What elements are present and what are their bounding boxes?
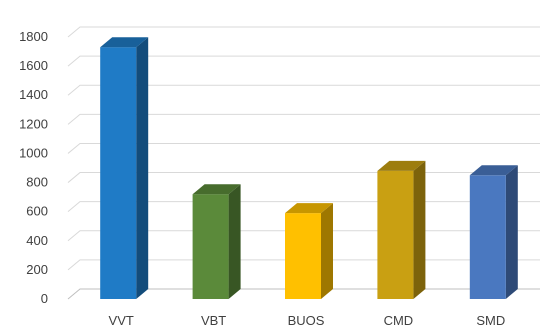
bar-smd xyxy=(469,165,518,299)
bar-front xyxy=(192,194,229,299)
x-tick-label: BUOS xyxy=(288,313,325,328)
bar-side xyxy=(228,184,241,299)
bar-side xyxy=(136,37,149,299)
x-tick-label: CMD xyxy=(384,313,414,328)
bar-top xyxy=(285,203,333,214)
bar-top xyxy=(377,160,426,171)
gridline xyxy=(67,113,540,125)
x-axis-labels: VVT VBT BUOS CMD SMD xyxy=(109,313,506,328)
y-axis-ticks: 0 200 400 600 800 1000 1200 1400 1600 1800 xyxy=(19,29,48,306)
bar-top xyxy=(469,165,518,176)
bar-side xyxy=(413,160,426,299)
bar-front xyxy=(469,175,506,299)
bar-cmd xyxy=(377,160,426,299)
y-tick-label: 1400 xyxy=(19,87,48,102)
x-tick-label: VBT xyxy=(201,313,226,328)
y-tick-label: 400 xyxy=(26,233,48,248)
bar-vbt xyxy=(192,184,241,299)
gridline xyxy=(67,55,540,67)
bars xyxy=(100,37,518,299)
y-tick-label: 200 xyxy=(26,262,48,277)
bar-side xyxy=(505,165,518,299)
y-tick-label: 1800 xyxy=(19,29,48,44)
bar-front xyxy=(285,213,321,299)
x-tick-label: VVT xyxy=(109,313,134,328)
x-tick-label: SMD xyxy=(476,313,505,328)
y-tick-label: 1600 xyxy=(19,58,48,73)
gridline xyxy=(67,26,540,38)
bar-top xyxy=(192,184,241,195)
bar-side xyxy=(321,203,333,299)
y-tick-label: 1200 xyxy=(19,116,48,131)
bar-buos xyxy=(285,203,333,299)
gridline xyxy=(67,142,540,154)
y-tick-label: 1000 xyxy=(19,145,48,160)
y-tick-label: 800 xyxy=(26,175,48,190)
gridline xyxy=(67,84,540,96)
bar-front xyxy=(100,47,137,299)
y-tick-label: 600 xyxy=(26,204,48,219)
bar-vvt xyxy=(100,37,149,299)
y-tick-label: 0 xyxy=(41,291,48,306)
bar-top xyxy=(100,37,149,48)
bar-front xyxy=(377,170,414,299)
gridlines xyxy=(67,26,540,300)
